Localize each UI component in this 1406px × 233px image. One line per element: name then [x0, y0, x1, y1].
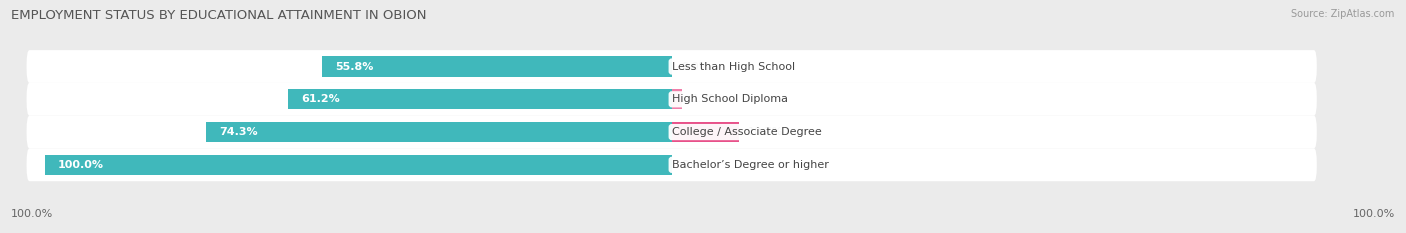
Bar — [672, 122, 738, 142]
Text: 1.7%: 1.7% — [692, 94, 720, 104]
Text: 100.0%: 100.0% — [58, 160, 104, 170]
Text: High School Diploma: High School Diploma — [672, 94, 787, 104]
Text: Less than High School: Less than High School — [672, 62, 794, 72]
Text: EMPLOYMENT STATUS BY EDUCATIONAL ATTAINMENT IN OBION: EMPLOYMENT STATUS BY EDUCATIONAL ATTAINM… — [11, 9, 427, 22]
Text: 100.0%: 100.0% — [1353, 209, 1395, 219]
FancyBboxPatch shape — [27, 148, 1317, 181]
Bar — [45, 155, 672, 175]
Text: 61.2%: 61.2% — [301, 94, 340, 104]
Text: 74.3%: 74.3% — [219, 127, 257, 137]
Text: Bachelor’s Degree or higher: Bachelor’s Degree or higher — [672, 160, 828, 170]
Text: 100.0%: 100.0% — [11, 209, 53, 219]
FancyBboxPatch shape — [27, 116, 1317, 148]
Text: 10.7%: 10.7% — [748, 127, 783, 137]
FancyBboxPatch shape — [27, 50, 1317, 83]
Text: 0.0%: 0.0% — [681, 160, 710, 170]
Text: Source: ZipAtlas.com: Source: ZipAtlas.com — [1291, 9, 1395, 19]
FancyBboxPatch shape — [27, 83, 1317, 116]
Text: 0.0%: 0.0% — [681, 62, 710, 72]
Bar — [288, 89, 672, 110]
Bar — [207, 122, 672, 142]
Text: 55.8%: 55.8% — [335, 62, 373, 72]
Text: College / Associate Degree: College / Associate Degree — [672, 127, 821, 137]
Bar — [672, 89, 682, 110]
Bar — [322, 56, 672, 77]
